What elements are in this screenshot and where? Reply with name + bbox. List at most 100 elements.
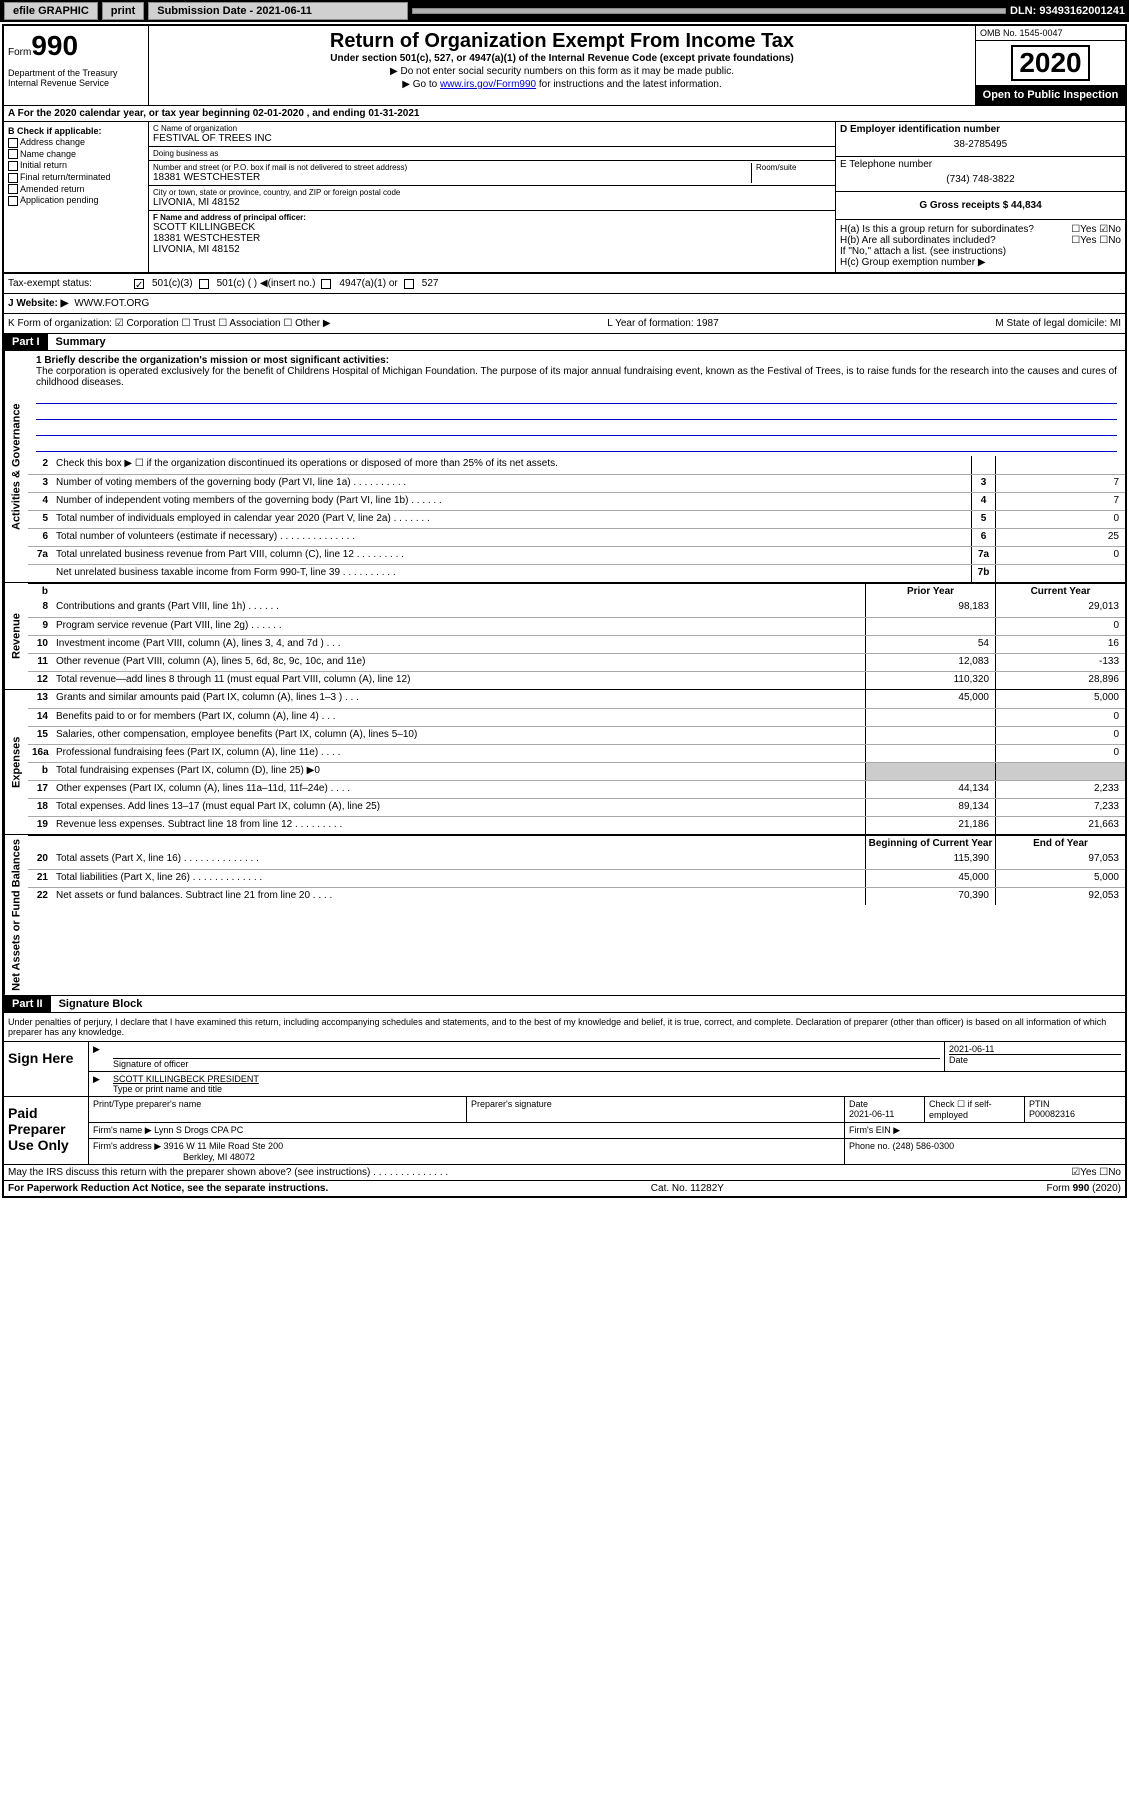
note2-prefix: ▶ Go to — [402, 79, 440, 90]
chk-4947[interactable] — [321, 279, 331, 289]
chk-501c3[interactable] — [134, 279, 144, 289]
chk-initial[interactable]: Initial return — [8, 160, 144, 171]
officer-addr: 18381 WESTCHESTER — [153, 233, 831, 244]
chk-501c[interactable] — [199, 279, 209, 289]
phone-value: (734) 748-3822 — [840, 170, 1121, 189]
tax-status-label: Tax-exempt status: — [8, 278, 128, 289]
chk-address[interactable]: Address change — [8, 137, 144, 148]
k-row: K Form of organization: ☑ Corporation ☐ … — [4, 313, 1125, 334]
topbar-spacer — [412, 8, 1006, 14]
ptin-value: P00082316 — [1029, 1109, 1075, 1119]
hb-note: If "No," attach a list. (see instruction… — [840, 246, 1121, 257]
year-box: 2020 — [976, 41, 1125, 85]
sig-date-label: Date — [949, 1054, 1121, 1065]
discuss-text: May the IRS discuss this return with the… — [8, 1167, 448, 1178]
col-b-header: B Check if applicable: — [8, 126, 144, 136]
table-row: 10Investment income (Part VIII, column (… — [28, 635, 1125, 653]
m-state: M State of legal domicile: MI — [995, 318, 1121, 329]
table-row: 17Other expenses (Part IX, column (A), l… — [28, 780, 1125, 798]
form-subtitle: Under section 501(c), 527, or 4947(a)(1)… — [157, 53, 967, 64]
org-name-value: FESTIVAL OF TREES INC — [153, 133, 831, 144]
firm-phone: Phone no. (248) 586-0300 — [845, 1139, 1125, 1164]
table-row: 16aProfessional fundraising fees (Part I… — [28, 744, 1125, 762]
mission-label: 1 Briefly describe the organization's mi… — [36, 355, 1117, 366]
city-value: LIVONIA, MI 48152 — [153, 197, 831, 208]
k-form-org: K Form of organization: ☑ Corporation ☐ … — [8, 318, 331, 329]
hdr-begin-year: Beginning of Current Year — [865, 836, 995, 851]
discuss-row: May the IRS discuss this return with the… — [4, 1164, 1125, 1180]
expenses-section: Expenses 13Grants and similar amounts pa… — [4, 689, 1125, 834]
org-name-label: C Name of organization — [153, 124, 831, 133]
efile-btn[interactable]: efile GRAPHIC — [4, 2, 98, 20]
penalty-text: Under penalties of perjury, I declare th… — [4, 1013, 1125, 1041]
topbar: efile GRAPHIC print Submission Date - 20… — [0, 0, 1129, 22]
prep-check-label: Check ☐ if self-employed — [925, 1097, 1025, 1122]
mission-rule — [36, 438, 1117, 452]
dln-text: DLN: 93493162001241 — [1010, 5, 1125, 17]
public-inspection: Open to Public Inspection — [976, 85, 1125, 105]
firm-name-label: Firm's name ▶ — [93, 1125, 152, 1135]
mission-rule — [36, 422, 1117, 436]
ha-text: H(a) Is this a group return for subordin… — [840, 224, 1034, 235]
ein-label: D Employer identification number — [840, 124, 1121, 135]
table-row: 15Salaries, other compensation, employee… — [28, 726, 1125, 744]
firm-addr2: Berkley, MI 48072 — [93, 1152, 255, 1162]
part1-tag: Part I — [4, 334, 48, 350]
form-word: Form — [8, 47, 31, 58]
mission-box: 1 Briefly describe the organization's mi… — [28, 351, 1125, 456]
submission-btn[interactable]: Submission Date - 2021-06-11 — [148, 2, 408, 20]
hdr-current-year: Current Year — [995, 584, 1125, 599]
chk-final[interactable]: Final return/terminated — [8, 172, 144, 183]
mission-rule — [36, 390, 1117, 404]
side-tab-expenses: Expenses — [4, 690, 28, 834]
side-tab-revenue: Revenue — [4, 583, 28, 689]
table-row: 21Total liabilities (Part X, line 26) . … — [28, 869, 1125, 887]
hb-text: H(b) Are all subordinates included? — [840, 235, 996, 246]
phone-label: E Telephone number — [840, 159, 1121, 170]
addr-value: 18381 WESTCHESTER — [153, 172, 751, 183]
table-row: 13Grants and similar amounts paid (Part … — [28, 690, 1125, 708]
note2-suffix: for instructions and the latest informat… — [536, 79, 722, 90]
chk-527[interactable] — [404, 279, 414, 289]
officer-name: SCOTT KILLINGBECK — [153, 222, 831, 233]
netassets-lines: 20Total assets (Part X, line 16) . . . .… — [28, 851, 1125, 905]
chk-amended[interactable]: Amended return — [8, 184, 144, 195]
print-btn[interactable]: print — [102, 2, 144, 20]
form-number: 990 — [31, 30, 78, 61]
sig-officer-label: Signature of officer — [113, 1058, 940, 1069]
part1-header: Part I Summary — [4, 334, 1125, 351]
table-row: 6Total number of volunteers (estimate if… — [28, 528, 1125, 546]
hc-text: H(c) Group exemption number ▶ — [840, 257, 1121, 268]
website-row: J Website: ▶ WWW.FOT.ORG — [4, 293, 1125, 313]
room-label: Room/suite — [756, 163, 831, 172]
net-col-headers: Beginning of Current Year End of Year — [28, 835, 1125, 851]
ein-value: 38-2785495 — [840, 135, 1121, 154]
activities-section: Activities & Governance 1 Briefly descri… — [4, 351, 1125, 582]
chk-pending[interactable]: Application pending — [8, 195, 144, 206]
footer-mid: Cat. No. 11282Y — [651, 1183, 724, 1194]
form-number-box: Form990 Department of the Treasury Inter… — [4, 26, 149, 105]
l-year: L Year of formation: 1987 — [607, 318, 718, 329]
table-row: 8Contributions and grants (Part VIII, li… — [28, 599, 1125, 617]
527-label: 527 — [422, 278, 439, 289]
side-tab-activities: Activities & Governance — [4, 351, 28, 582]
title-box: Return of Organization Exempt From Incom… — [149, 26, 975, 105]
col-d-ein: D Employer identification number 38-2785… — [835, 122, 1125, 272]
activities-lines: 2Check this box ▶ ☐ if the organization … — [28, 456, 1125, 582]
section-bcd: B Check if applicable: Address change Na… — [4, 122, 1125, 273]
table-row: bTotal fundraising expenses (Part IX, co… — [28, 762, 1125, 780]
field-dba: Doing business as — [149, 147, 835, 161]
501c3-label: 501(c)(3) — [152, 278, 193, 289]
city-label: City or town, state or province, country… — [153, 188, 831, 197]
header-row: Form990 Department of the Treasury Inter… — [4, 26, 1125, 106]
website-label: J Website: ▶ — [8, 298, 68, 309]
field-address: Number and street (or P.O. box if mail i… — [149, 161, 835, 186]
part2-title: Signature Block — [51, 998, 143, 1010]
firm-ein-label: Firm's EIN ▶ — [845, 1123, 1125, 1138]
dept-text: Department of the Treasury Internal Reve… — [8, 68, 144, 88]
table-row: Net unrelated business taxable income fr… — [28, 564, 1125, 582]
irs-link[interactable]: www.irs.gov/Form990 — [440, 79, 536, 90]
rev-col-headers: b Prior Year Current Year — [28, 583, 1125, 599]
field-officer: F Name and address of principal officer:… — [149, 211, 835, 257]
chk-name[interactable]: Name change — [8, 149, 144, 160]
